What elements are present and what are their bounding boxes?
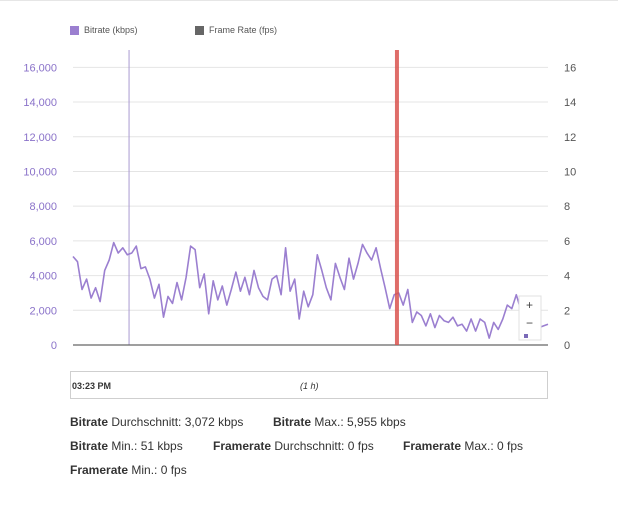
event-marker (394, 50, 399, 345)
y-right-tick-label: 2 (564, 305, 570, 317)
stat-framerate-min: Framerate Min.: 0 fps (70, 463, 187, 477)
y-right-tick-label: 4 (564, 271, 570, 283)
zoom-handle (524, 334, 528, 338)
stat-value: Min.: 0 fps (128, 463, 187, 477)
zoom-control-bg (518, 295, 542, 341)
stat-value: Durchschnitt: 0 fps (271, 439, 374, 453)
y-left-tick-label: 6,000 (29, 236, 57, 248)
legend-item-bitrate[interactable]: Bitrate (kbps) (70, 25, 138, 35)
stat-framerate-max: Framerate Max.: 0 fps (403, 439, 523, 453)
stat-value: Min.: 51 kbps (108, 439, 183, 453)
y-right-tick-label: 0 (564, 340, 570, 352)
stat-bitrate-max: Bitrate Max.: 5,955 kbps (273, 415, 406, 429)
y-right-tick-label: 12 (564, 132, 576, 144)
y-left-tick-label: 2,000 (29, 305, 57, 317)
navigator-range-label: (1 h) (300, 381, 319, 391)
series-line-bitrate (72, 241, 549, 339)
y-left-tick-label: 8,000 (29, 201, 57, 213)
stat-value: Durchschnitt: 3,072 kbps (108, 415, 244, 429)
legend-label-bitrate: Bitrate (kbps) (84, 25, 138, 35)
stat-bitrate-avg: Bitrate Durchschnitt: 3,072 kbps (70, 415, 243, 429)
legend-label-framerate: Frame Rate (fps) (209, 25, 278, 35)
zoom-in-button[interactable]: + (526, 298, 534, 312)
y-right-tick-label: 8 (564, 201, 570, 213)
stat-key: Bitrate (70, 415, 109, 429)
y-right-tick-label: 16 (564, 62, 576, 74)
bitrate-framerate-chart[interactable]: 0 2,000 4,000 6,000 8,000 10,000 12,000 14,000 1… (0, 0, 618, 370)
legend-swatch-bitrate (70, 25, 79, 35)
stat-key: Bitrate (70, 439, 109, 453)
navigator-time-label: 03:23 PM (72, 381, 112, 391)
y-left-tick-label: 16,000 (23, 62, 57, 74)
stat-key: Bitrate (273, 415, 312, 429)
y-left-tick-label: 10,000 (23, 166, 57, 178)
y-left-tick-label: 0 (51, 340, 57, 352)
y-left-tick-label: 4,000 (29, 271, 57, 283)
stat-value: Max.: 0 fps (461, 439, 524, 453)
y-left-tick-label: 12,000 (23, 132, 57, 144)
y-left-tick-label: 14,000 (23, 97, 57, 109)
stat-bitrate-min: Bitrate Min.: 51 kbps (70, 439, 183, 453)
y-right-tick-label: 6 (564, 236, 570, 248)
y-right-tick-label: 14 (564, 97, 576, 109)
stat-value: Max.: 5,955 kbps (311, 415, 406, 429)
y-right-tick-label: 10 (564, 166, 576, 178)
zoom-out-button[interactable]: − (526, 316, 534, 330)
stat-framerate-avg: Framerate Durchschnitt: 0 fps (213, 439, 374, 453)
time-navigator[interactable]: 03:23 PM (1 h) (70, 371, 548, 399)
stat-key: Framerate (70, 463, 129, 477)
legend-item-framerate[interactable]: Frame Rate (fps) (195, 25, 277, 35)
stat-key: Framerate (403, 439, 462, 453)
stat-key: Framerate (213, 439, 272, 453)
legend-swatch-framerate (195, 25, 204, 35)
top-divider (0, 0, 618, 1)
